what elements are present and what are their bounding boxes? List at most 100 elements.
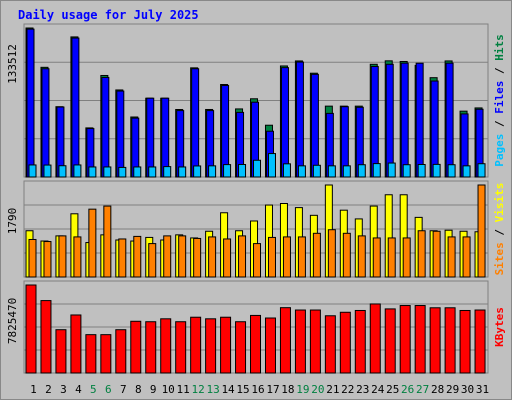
bar-pages-day-8 <box>133 166 142 178</box>
x-tick-label-5: 5 <box>90 383 97 396</box>
bar-pages-day-27 <box>417 164 426 178</box>
x-tick-label-15: 15 <box>236 383 249 396</box>
bar-kbytes-day-26 <box>399 305 411 374</box>
bar-pages-day-19 <box>297 165 306 178</box>
bar-pages-day-12 <box>193 165 202 178</box>
bar-sites-day-2 <box>43 241 52 278</box>
x-tick-label-24: 24 <box>371 383 385 396</box>
bar-pages-day-4 <box>73 164 82 178</box>
bar-sites-day-31 <box>477 184 486 278</box>
x-tick-label-28: 28 <box>431 383 444 396</box>
bar-files-day-2 <box>41 68 50 178</box>
legend-bottom: KBytes <box>493 307 506 347</box>
bar-pages-day-10 <box>163 166 172 178</box>
bar-files-day-20 <box>310 73 319 178</box>
bar-sites-day-5 <box>88 208 97 278</box>
legend-item-files: Files <box>493 81 506 114</box>
x-tick-label-13: 13 <box>206 383 219 396</box>
bar-files-day-4 <box>71 37 80 178</box>
x-tick-label-10: 10 <box>162 383 175 396</box>
bar-pages-day-28 <box>432 163 441 178</box>
x-tick-label-29: 29 <box>446 383 459 396</box>
x-tick-label-23: 23 <box>356 383 369 396</box>
legend-item-hits: Hits <box>493 34 506 61</box>
x-tick-label-26: 26 <box>401 383 414 396</box>
bar-kbytes-day-23 <box>354 309 366 374</box>
bar-kbytes-day-27 <box>414 305 426 374</box>
legend-middle: Sites / Visits <box>493 183 506 276</box>
bar-kbytes-day-14 <box>220 316 232 374</box>
legend-item-sites: Sites <box>493 242 506 275</box>
x-tick-label-25: 25 <box>386 383 399 396</box>
legend-item-pages: Pages <box>493 134 506 167</box>
bar-kbytes-day-5 <box>85 334 97 374</box>
bar-kbytes-day-6 <box>100 334 112 374</box>
legend-separator: / <box>493 114 506 134</box>
bar-sites-day-24 <box>372 237 381 278</box>
bar-kbytes-day-21 <box>324 315 336 374</box>
bar-sites-day-30 <box>462 236 471 278</box>
bar-sites-day-9 <box>148 243 157 278</box>
bar-sites-day-13 <box>208 236 217 278</box>
bar-kbytes-day-30 <box>459 309 471 374</box>
bar-pages-day-3 <box>58 165 67 178</box>
bar-kbytes-day-28 <box>429 307 441 374</box>
bar-sites-day-3 <box>58 235 67 278</box>
bar-files-day-29 <box>445 62 454 178</box>
bar-files-day-18 <box>280 67 289 178</box>
bar-files-day-7 <box>116 90 125 178</box>
bar-sites-day-29 <box>447 236 456 278</box>
bar-pages-day-21 <box>327 165 336 178</box>
bar-sites-day-15 <box>238 235 247 278</box>
bar-pages-day-1 <box>28 164 37 178</box>
bar-files-day-26 <box>400 62 409 178</box>
bar-pages-day-25 <box>387 162 396 178</box>
bar-files-day-9 <box>146 97 155 178</box>
bar-files-day-14 <box>221 84 230 178</box>
bar-sites-day-17 <box>267 236 276 278</box>
bar-kbytes-day-19 <box>294 309 306 374</box>
y-max-label-top: 133512 <box>6 44 19 84</box>
bar-sites-day-4 <box>73 236 82 278</box>
bar-files-day-19 <box>295 61 304 178</box>
bar-sites-day-14 <box>223 238 232 278</box>
legend-separator: / <box>493 61 506 81</box>
x-tick-label-31: 31 <box>476 383 489 396</box>
bar-sites-day-23 <box>357 235 366 278</box>
bar-kbytes-day-13 <box>205 318 217 374</box>
bar-kbytes-day-1 <box>25 284 37 374</box>
bar-files-day-24 <box>370 66 379 178</box>
bar-kbytes-day-25 <box>384 308 396 374</box>
bar-pages-day-11 <box>178 166 187 178</box>
bar-pages-day-20 <box>312 164 321 178</box>
bar-sites-day-25 <box>387 237 396 278</box>
bar-kbytes-day-8 <box>130 320 142 374</box>
bar-kbytes-day-12 <box>190 316 202 374</box>
bar-pages-day-14 <box>223 164 232 178</box>
bar-pages-day-16 <box>253 159 262 178</box>
bar-pages-day-7 <box>118 166 127 178</box>
legend-item-kbytes: KBytes <box>493 307 506 347</box>
bar-pages-day-18 <box>282 163 291 178</box>
bar-pages-day-17 <box>267 153 276 178</box>
x-tick-label-1: 1 <box>30 383 37 396</box>
bar-files-day-25 <box>385 63 394 178</box>
legend-item-visits: Visits <box>493 183 506 223</box>
bar-sites-day-22 <box>342 232 351 278</box>
bar-kbytes-day-29 <box>444 307 456 374</box>
x-tick-label-16: 16 <box>251 383 264 396</box>
x-tick-label-9: 9 <box>150 383 157 396</box>
x-tick-label-30: 30 <box>461 383 474 396</box>
bar-pages-day-2 <box>43 164 52 178</box>
bar-pages-day-23 <box>357 164 366 178</box>
x-tick-label-11: 11 <box>177 383 190 396</box>
y-max-label-middle: 1790 <box>6 208 19 235</box>
bar-sites-day-16 <box>253 243 262 278</box>
bar-files-day-12 <box>191 68 200 178</box>
x-tick-label-12: 12 <box>192 383 205 396</box>
bar-sites-day-26 <box>402 237 411 278</box>
bar-sites-day-27 <box>417 230 426 278</box>
bar-pages-day-9 <box>148 166 157 178</box>
bar-sites-day-19 <box>297 236 306 278</box>
x-tick-label-8: 8 <box>135 383 142 396</box>
